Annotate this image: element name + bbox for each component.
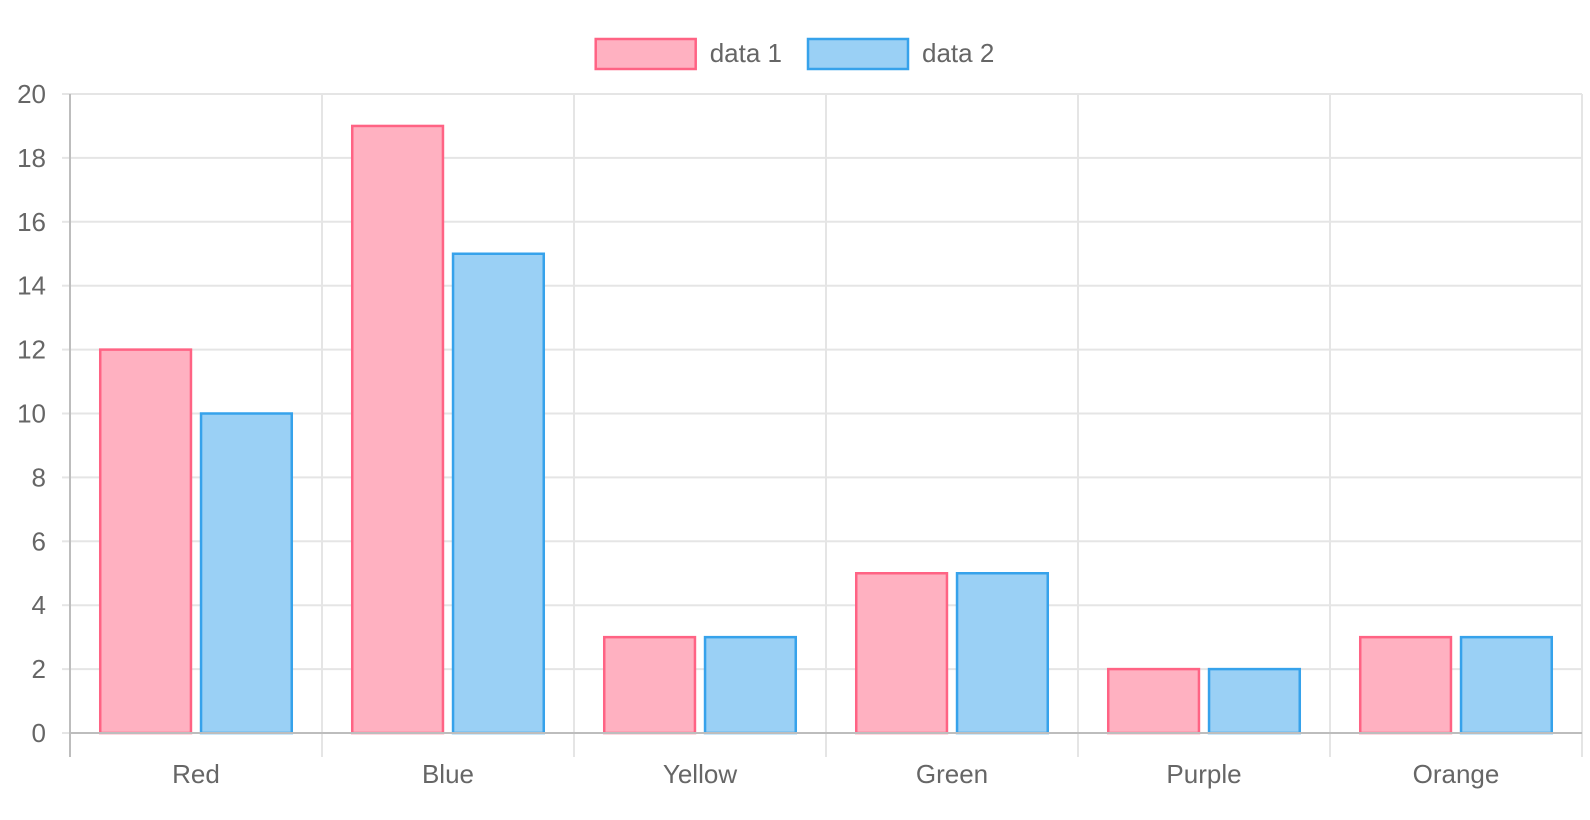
x-tick-label: Green <box>916 759 988 789</box>
bar-data-1-red <box>98 348 193 735</box>
x-tick-label: Purple <box>1166 759 1241 789</box>
legend-swatch <box>806 37 910 71</box>
legend: data 1 data 2 <box>594 37 994 71</box>
x-tick-label: Red <box>172 759 220 789</box>
legend-label: data 2 <box>922 38 994 68</box>
y-tick-label: 0 <box>32 718 46 748</box>
bar-data-1-green <box>854 572 949 735</box>
x-tick-label: Blue <box>422 759 474 789</box>
bar-data-1-purple <box>1106 667 1201 735</box>
legend-label: data 1 <box>710 38 782 68</box>
x-tick-label: Orange <box>1413 759 1500 789</box>
x-axis-ticks: Red Blue Yellow Green Purple Orange <box>172 759 1499 789</box>
bar-data-1-blue <box>350 124 445 735</box>
y-tick-label: 4 <box>32 590 46 620</box>
x-tick-label: Yellow <box>663 759 737 789</box>
y-tick-label: 20 <box>17 79 46 109</box>
y-tick-label: 18 <box>17 143 46 173</box>
y-tick-label: 16 <box>17 207 46 237</box>
y-tick-label: 14 <box>17 271 46 301</box>
y-axis-ticks: 0 2 4 6 8 10 12 14 16 18 20 <box>17 79 46 748</box>
y-tick-label: 10 <box>17 399 46 429</box>
bar-data-2-yellow <box>703 635 798 735</box>
y-tick-label: 6 <box>32 526 46 556</box>
bar-data-2-green <box>955 572 1050 735</box>
bar-data-2-blue <box>451 252 546 735</box>
legend-item-data-1[interactable]: data 1 <box>594 37 782 71</box>
bar-data-1-orange <box>1358 635 1453 735</box>
legend-item-data-2[interactable]: data 2 <box>806 37 994 71</box>
axes <box>69 94 1582 757</box>
bars <box>98 124 1554 735</box>
bar-data-2-purple <box>1207 667 1302 735</box>
bar-data-2-orange <box>1459 635 1554 735</box>
grid <box>62 93 1583 757</box>
bar-data-2-red <box>199 412 294 735</box>
bar-data-1-yellow <box>602 635 697 735</box>
legend-swatch <box>594 37 697 71</box>
y-tick-label: 8 <box>32 462 46 492</box>
y-tick-label: 12 <box>17 335 46 365</box>
y-tick-label: 2 <box>32 654 46 684</box>
